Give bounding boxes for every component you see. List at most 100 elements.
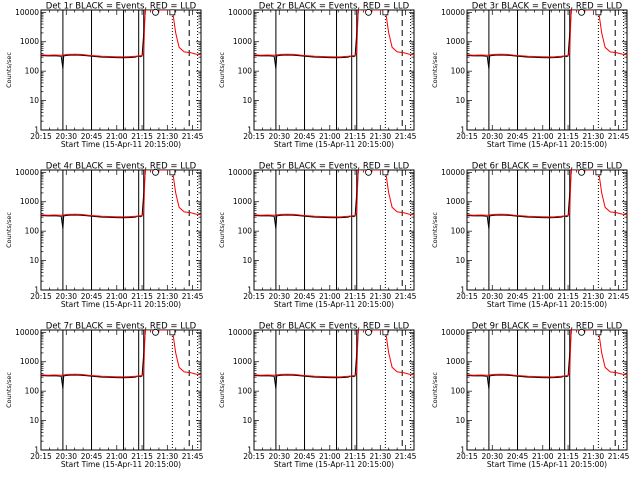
plot-frame [466, 9, 628, 131]
y-tick-label: 100 [25, 67, 40, 76]
x-tick-label: 21:45 [608, 292, 630, 301]
series-events [254, 170, 359, 229]
panel-title: Det 9r BLACK = Events, RED = LLD [472, 322, 623, 332]
x-tick-label: 20:45 [507, 132, 529, 141]
x-tick-label: 20:45 [81, 292, 103, 301]
x-tick-label: 20:45 [294, 452, 316, 461]
circle-marker [152, 328, 159, 336]
x-tick-label: 20:15 [456, 452, 478, 461]
series-lld [467, 170, 627, 218]
x-axis-label: Start Time (15-Apr-11 20:15:00) [61, 460, 181, 469]
x-axis-label: Start Time (15-Apr-11 20:15:00) [487, 300, 607, 309]
x-tick-label: 21:45 [182, 292, 204, 301]
y-tick-label: 10 [29, 256, 39, 265]
y-tick-label: 100 [25, 227, 40, 236]
series-lld [254, 330, 414, 378]
square-marker [169, 9, 176, 16]
x-tick-label: 21:30 [583, 292, 605, 301]
y-tick-label: 1 [34, 286, 39, 295]
series-events [41, 330, 146, 389]
y-tick-label: 10000 [228, 328, 252, 337]
y-tick-label: 100 [451, 67, 466, 76]
panel-det-1r: Det 1r BLACK = Events, RED = LLD 1 10 100 10… [5, 2, 204, 150]
x-tick-label: 20:45 [507, 452, 529, 461]
plot-frame [40, 329, 202, 451]
series-lld [254, 10, 414, 58]
y-axis-label: Counts/sec [5, 52, 13, 88]
plot-frame [466, 329, 628, 451]
x-axis-label: Start Time (15-Apr-11 20:15:00) [274, 140, 394, 149]
x-axis-label: Start Time (15-Apr-11 20:15:00) [61, 140, 181, 149]
y-tick-label: 1 [460, 446, 465, 455]
panel-det-5r: Det 5r BLACK = Events, RED = LLD 1 10 100 10… [218, 162, 417, 310]
y-tick-label: 1000 [20, 197, 39, 206]
x-tick-label: 20:45 [294, 292, 316, 301]
square-marker [595, 169, 602, 176]
x-axis-label: Start Time (15-Apr-11 20:15:00) [487, 460, 607, 469]
x-tick-label: 21:45 [182, 452, 204, 461]
y-tick-label: 10 [242, 416, 252, 425]
x-tick-label: 21:15 [131, 292, 153, 301]
x-tick-label: 20:15 [456, 292, 478, 301]
plot-frame [40, 169, 202, 291]
square-marker [595, 9, 602, 16]
y-tick-label: 1000 [233, 357, 252, 366]
x-tick-label: 20:30 [55, 452, 77, 461]
panel-det-9r: Det 9r BLACK = Events, RED = LLD 1 10 100 10… [431, 322, 630, 470]
x-tick-label: 21:30 [370, 132, 392, 141]
square-marker [382, 169, 389, 176]
circle-marker [578, 8, 585, 16]
x-tick-label: 20:45 [294, 132, 316, 141]
y-tick-label: 10000 [228, 8, 252, 17]
y-tick-label: 100 [25, 387, 40, 396]
circle-marker [365, 168, 372, 176]
x-tick-label: 21:15 [131, 452, 153, 461]
x-tick-label: 21:45 [182, 132, 204, 141]
panel-title: Det 4r BLACK = Events, RED = LLD [46, 162, 197, 172]
y-tick-label: 100 [451, 227, 466, 236]
y-tick-label: 10 [455, 256, 465, 265]
x-tick-label: 21:30 [157, 452, 179, 461]
x-axis-label: Start Time (15-Apr-11 20:15:00) [274, 300, 394, 309]
y-tick-label: 1 [460, 286, 465, 295]
y-tick-label: 10 [242, 96, 252, 105]
x-tick-label: 20:15 [243, 132, 265, 141]
x-tick-label: 20:30 [268, 452, 290, 461]
y-tick-label: 10000 [441, 8, 465, 17]
x-tick-label: 20:45 [81, 452, 103, 461]
series-lld [41, 10, 201, 58]
y-tick-label: 10 [29, 416, 39, 425]
x-axis-label: Start Time (15-Apr-11 20:15:00) [61, 300, 181, 309]
y-tick-label: 1000 [233, 197, 252, 206]
series-lld [41, 170, 201, 218]
x-tick-label: 20:45 [507, 292, 529, 301]
panel-det-7r: Det 7r BLACK = Events, RED = LLD 1 10 100 10… [5, 322, 204, 470]
y-tick-label: 10000 [441, 328, 465, 337]
square-marker [169, 169, 176, 176]
square-marker [382, 329, 389, 336]
y-axis-label: Counts/sec [218, 212, 226, 248]
y-axis-label: Counts/sec [431, 212, 439, 248]
plot-frame [466, 169, 628, 291]
series-lld [254, 170, 414, 218]
y-tick-label: 10 [455, 416, 465, 425]
x-tick-label: 21:15 [344, 132, 366, 141]
x-tick-label: 21:30 [370, 292, 392, 301]
x-tick-label: 20:15 [456, 132, 478, 141]
panel-title: Det 1r BLACK = Events, RED = LLD [46, 2, 197, 12]
circle-marker [365, 8, 372, 16]
square-marker [595, 329, 602, 336]
y-axis-label: Counts/sec [431, 52, 439, 88]
y-tick-label: 1 [247, 126, 252, 135]
panel-title: Det 6r BLACK = Events, RED = LLD [472, 162, 623, 172]
y-axis-label: Counts/sec [218, 372, 226, 408]
x-tick-label: 20:30 [481, 132, 503, 141]
x-tick-label: 20:30 [55, 132, 77, 141]
series-events [467, 330, 572, 389]
panel-det-3r: Det 3r BLACK = Events, RED = LLD 1 10 100 10… [431, 2, 630, 150]
x-tick-label: 21:00 [106, 132, 128, 141]
x-tick-label: 21:00 [106, 452, 128, 461]
y-axis-label: Counts/sec [5, 212, 13, 248]
x-tick-label: 21:15 [131, 132, 153, 141]
square-marker [382, 9, 389, 16]
